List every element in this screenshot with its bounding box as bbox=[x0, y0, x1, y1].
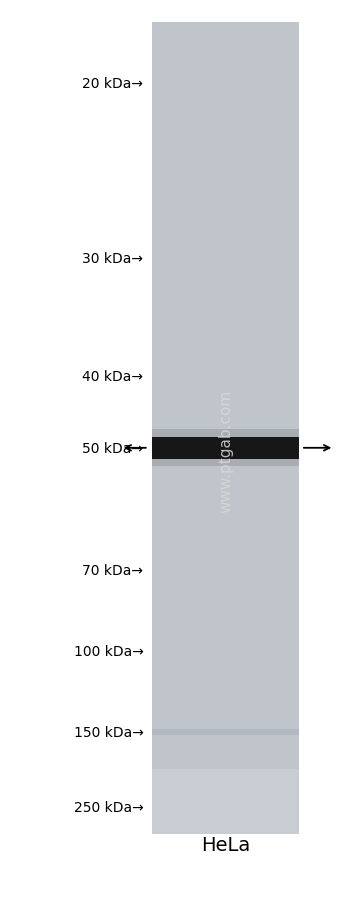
Text: 20 kDa→: 20 kDa→ bbox=[83, 77, 144, 91]
Text: 100 kDa→: 100 kDa→ bbox=[74, 644, 144, 658]
Text: 50 kDa→: 50 kDa→ bbox=[83, 441, 144, 456]
Bar bbox=[152, 769, 299, 834]
Text: HeLa: HeLa bbox=[201, 835, 250, 854]
Bar bbox=[152, 437, 299, 459]
Text: 40 kDa→: 40 kDa→ bbox=[83, 369, 144, 383]
Bar bbox=[152, 729, 299, 736]
Text: 30 kDa→: 30 kDa→ bbox=[83, 252, 144, 266]
Bar bbox=[152, 429, 299, 437]
Text: 150 kDa→: 150 kDa→ bbox=[74, 725, 144, 740]
Bar bbox=[152, 23, 299, 834]
Bar bbox=[152, 458, 299, 466]
Text: 70 kDa→: 70 kDa→ bbox=[83, 563, 144, 577]
Text: www.ptgab.com: www.ptgab.com bbox=[218, 390, 233, 512]
Text: 250 kDa→: 250 kDa→ bbox=[74, 800, 144, 815]
